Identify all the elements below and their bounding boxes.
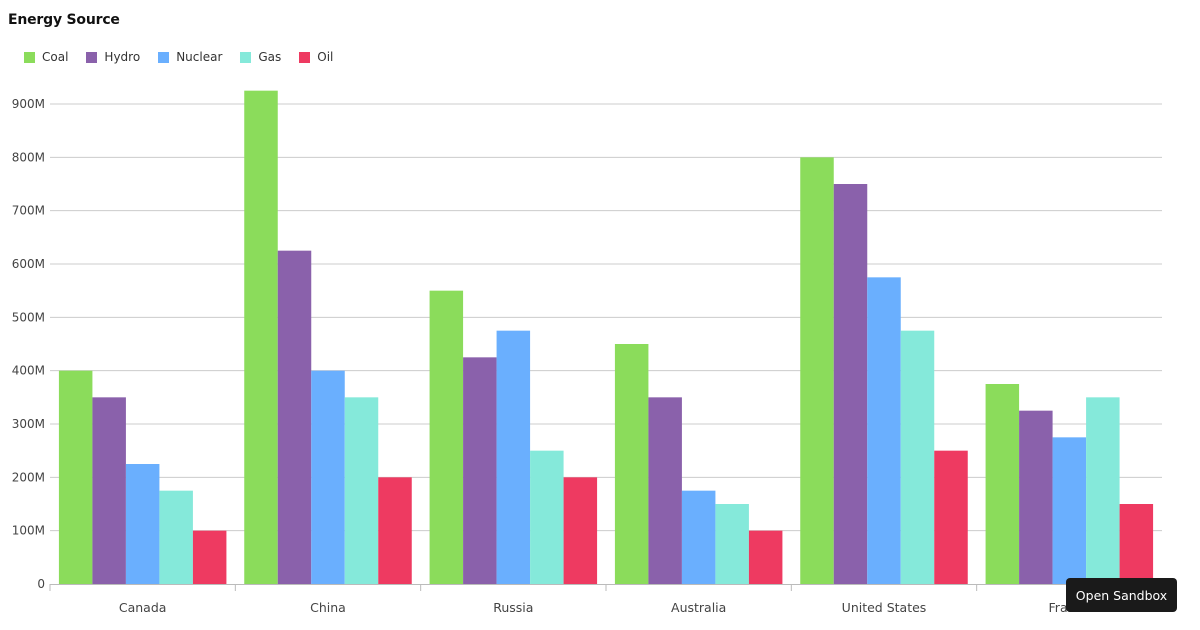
- legend-label: Hydro: [104, 50, 141, 64]
- legend-item-hydro[interactable]: Hydro: [86, 50, 140, 64]
- legend-label: Oil: [317, 50, 334, 64]
- bar-gas-france: [1086, 397, 1120, 584]
- legend-label: Gas: [258, 50, 282, 64]
- y-tick-label: 900M: [12, 97, 45, 111]
- bar-gas-united-states: [900, 330, 935, 584]
- y-tick-label: 0: [37, 577, 45, 591]
- legend-swatch: [158, 51, 170, 63]
- bar-nuclear-united-states: [867, 277, 901, 584]
- bar-coal-canada: [58, 370, 93, 584]
- y-tick-label: 200M: [12, 470, 45, 484]
- legend-swatch: [240, 51, 252, 63]
- legend-label: Coal: [42, 50, 69, 64]
- bar-gas-china: [344, 397, 379, 584]
- bar-nuclear-canada: [125, 464, 160, 584]
- legend-swatch: [86, 51, 98, 63]
- bar-hydro-united-states: [833, 184, 868, 584]
- bar-oil-australia: [748, 530, 783, 584]
- bar-coal-china: [244, 90, 278, 585]
- bar-hydro-china: [277, 250, 312, 584]
- y-tick-label: 300M: [12, 417, 45, 431]
- bar-coal-russia: [429, 290, 464, 584]
- bar-gas-canada: [159, 490, 193, 584]
- y-tick-label: 100M: [12, 524, 45, 538]
- y-tick-label: 400M: [12, 364, 45, 378]
- legend-label: Nuclear: [176, 50, 223, 64]
- x-tick-label: Canada: [119, 600, 167, 615]
- bar-coal-australia: [614, 344, 649, 584]
- bar-oil-china: [378, 477, 412, 584]
- chart-title: Energy Source: [8, 12, 120, 28]
- bar-nuclear-russia: [496, 330, 531, 584]
- bar-coal-united-states: [800, 157, 834, 585]
- y-tick-label: 800M: [12, 150, 45, 164]
- open-sandbox-button[interactable]: Open Sandbox: [1066, 578, 1177, 612]
- legend-item-nuclear[interactable]: Nuclear: [158, 50, 222, 64]
- bar-gas-australia: [715, 504, 749, 584]
- x-tick-label: Australia: [671, 600, 726, 615]
- bar-oil-united-states: [934, 450, 968, 584]
- bar-nuclear-france: [1052, 437, 1087, 584]
- bar-nuclear-australia: [681, 490, 716, 584]
- bar-hydro-russia: [463, 357, 497, 584]
- bar-nuclear-china: [311, 370, 345, 584]
- bar-hydro-canada: [92, 397, 126, 584]
- bar-oil-russia: [563, 477, 598, 584]
- x-tick-label: China: [310, 600, 346, 615]
- bar-coal-france: [985, 384, 1020, 584]
- x-tick-label: United States: [842, 600, 927, 615]
- y-tick-label: 500M: [12, 310, 45, 324]
- bar-oil-france: [1119, 504, 1154, 584]
- legend-item-gas[interactable]: Gas: [240, 50, 281, 64]
- bar-oil-canada: [192, 530, 227, 584]
- y-tick-label: 700M: [12, 204, 45, 218]
- y-tick-label: 600M: [12, 257, 45, 271]
- legend-item-oil[interactable]: Oil: [299, 50, 333, 64]
- bar-gas-russia: [530, 450, 564, 584]
- x-tick-label: Russia: [493, 600, 533, 615]
- bar-hydro-australia: [648, 397, 682, 584]
- legend-item-coal[interactable]: Coal: [24, 50, 68, 64]
- bar-hydro-france: [1019, 410, 1053, 584]
- legend-swatch: [24, 51, 35, 63]
- legend-swatch: [299, 51, 311, 63]
- legend: Coal Hydro Nuclear Gas Oil: [24, 50, 351, 64]
